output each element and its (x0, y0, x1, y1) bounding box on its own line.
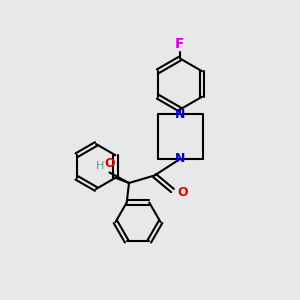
Text: O: O (177, 185, 188, 199)
Text: N: N (175, 152, 185, 166)
Text: H: H (96, 161, 104, 171)
Text: F: F (175, 37, 185, 51)
Text: N: N (175, 107, 185, 121)
Text: O: O (104, 157, 115, 170)
